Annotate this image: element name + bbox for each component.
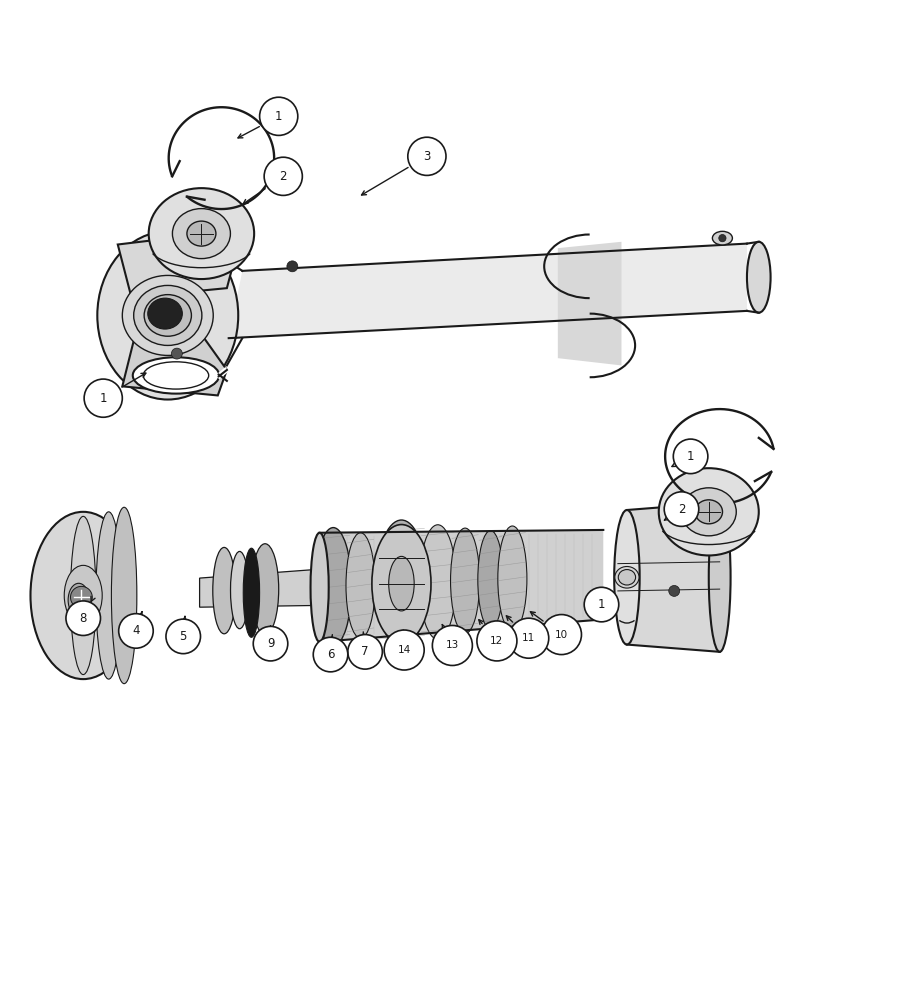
Circle shape: [541, 615, 581, 655]
Ellipse shape: [375, 520, 426, 647]
Circle shape: [668, 585, 679, 596]
Ellipse shape: [64, 565, 102, 626]
Ellipse shape: [111, 507, 137, 684]
Text: 3: 3: [423, 150, 430, 163]
Circle shape: [663, 492, 698, 526]
Ellipse shape: [658, 468, 758, 555]
Ellipse shape: [68, 583, 89, 617]
Ellipse shape: [708, 503, 730, 652]
Circle shape: [166, 619, 200, 654]
Ellipse shape: [243, 548, 260, 637]
Ellipse shape: [613, 510, 639, 645]
Text: 10: 10: [554, 630, 568, 640]
Ellipse shape: [477, 531, 503, 629]
Circle shape: [347, 635, 382, 669]
Ellipse shape: [96, 512, 121, 679]
Circle shape: [260, 97, 298, 135]
Text: 8: 8: [79, 612, 87, 625]
Polygon shape: [229, 244, 746, 338]
Ellipse shape: [251, 544, 279, 635]
Polygon shape: [122, 332, 227, 395]
Text: 13: 13: [445, 640, 458, 650]
Circle shape: [476, 621, 517, 661]
Ellipse shape: [70, 516, 96, 675]
Ellipse shape: [144, 295, 191, 336]
Ellipse shape: [212, 547, 235, 634]
Text: 2: 2: [279, 170, 287, 183]
Circle shape: [171, 348, 182, 359]
Text: 1: 1: [99, 392, 107, 405]
Circle shape: [253, 626, 288, 661]
Ellipse shape: [97, 231, 238, 400]
Circle shape: [264, 157, 302, 195]
Ellipse shape: [450, 528, 479, 634]
Circle shape: [84, 379, 122, 417]
Text: 11: 11: [521, 633, 535, 643]
Text: 1: 1: [274, 110, 282, 123]
Circle shape: [70, 586, 92, 608]
Circle shape: [718, 235, 725, 242]
Ellipse shape: [314, 528, 351, 646]
Text: 6: 6: [326, 648, 334, 661]
Ellipse shape: [614, 566, 639, 588]
Text: 9: 9: [267, 637, 274, 650]
Ellipse shape: [618, 570, 635, 585]
Text: 4: 4: [132, 624, 139, 637]
Ellipse shape: [134, 285, 201, 345]
Ellipse shape: [148, 188, 254, 279]
Ellipse shape: [419, 525, 456, 639]
Circle shape: [66, 601, 100, 635]
Ellipse shape: [187, 221, 216, 246]
Ellipse shape: [681, 488, 735, 536]
Ellipse shape: [388, 556, 414, 611]
Text: 14: 14: [397, 645, 410, 655]
Ellipse shape: [345, 533, 374, 638]
Circle shape: [672, 439, 707, 474]
Ellipse shape: [122, 275, 213, 355]
Polygon shape: [118, 234, 236, 297]
Ellipse shape: [148, 298, 182, 329]
Text: 2: 2: [677, 503, 684, 516]
Ellipse shape: [30, 512, 136, 679]
Circle shape: [584, 587, 618, 622]
Text: 5: 5: [179, 630, 187, 643]
Ellipse shape: [143, 362, 209, 389]
Ellipse shape: [372, 525, 431, 643]
Ellipse shape: [746, 242, 770, 313]
Polygon shape: [626, 503, 719, 652]
Polygon shape: [319, 530, 603, 642]
Circle shape: [384, 630, 424, 670]
Ellipse shape: [133, 357, 219, 394]
Ellipse shape: [694, 500, 722, 524]
Text: 1: 1: [597, 598, 605, 611]
Circle shape: [312, 637, 347, 672]
Ellipse shape: [711, 231, 732, 245]
Text: 7: 7: [361, 645, 368, 658]
Ellipse shape: [172, 209, 230, 259]
Ellipse shape: [497, 526, 527, 631]
Circle shape: [287, 261, 298, 272]
Ellipse shape: [310, 533, 328, 642]
Circle shape: [432, 625, 472, 665]
Circle shape: [508, 618, 548, 658]
Polygon shape: [200, 569, 333, 607]
Ellipse shape: [230, 551, 249, 629]
Text: 1: 1: [686, 450, 693, 463]
Text: 12: 12: [490, 636, 503, 646]
Circle shape: [407, 137, 445, 175]
Circle shape: [118, 614, 153, 648]
Polygon shape: [558, 242, 620, 365]
